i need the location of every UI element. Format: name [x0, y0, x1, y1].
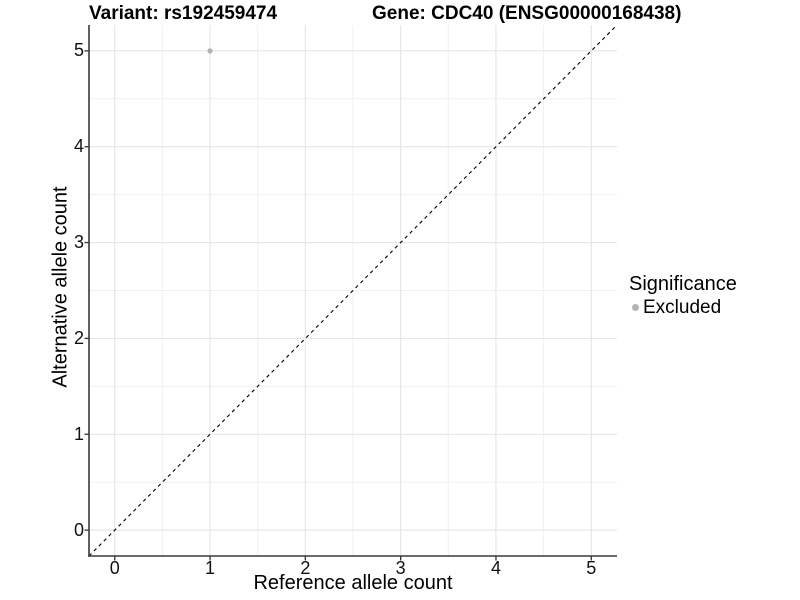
legend-item: Excluded	[632, 297, 737, 318]
circle-icon	[632, 304, 639, 311]
y-tick-label: 5	[73, 40, 84, 61]
x-tick-label: 4	[490, 558, 501, 578]
x-tick-label: 5	[586, 558, 597, 578]
grid-major	[89, 25, 617, 556]
x-tick-label: 2	[300, 558, 311, 578]
y-tick-label: 2	[73, 327, 84, 348]
plot-title-gene: Gene: CDC40 (ENSG00000168438)	[372, 3, 682, 24]
x-tick-label: 1	[205, 558, 216, 578]
grid-minor	[89, 25, 617, 556]
y-tick-label: 0	[73, 519, 84, 540]
legend-title: Significance	[629, 273, 737, 295]
plot-title-variant: Variant: rs192459474	[89, 3, 278, 24]
identity-line	[88, 24, 618, 557]
legend-item-label: Excluded	[643, 297, 722, 318]
data-points	[207, 48, 213, 54]
legend: Significance Excluded	[629, 272, 737, 318]
data-point	[207, 48, 213, 54]
x-tick-label: 0	[109, 558, 120, 578]
y-tick-marks	[84, 50, 89, 531]
y-axis-title: Alternative allele count	[49, 186, 72, 388]
y-tick-label: 3	[73, 232, 84, 253]
y-tick-label: 4	[73, 136, 84, 157]
x-tick-label: 3	[395, 558, 406, 578]
x-tick-marks	[114, 556, 592, 561]
y-tick-label: 1	[73, 423, 84, 444]
x-axis-title: Reference allele count	[253, 572, 453, 594]
